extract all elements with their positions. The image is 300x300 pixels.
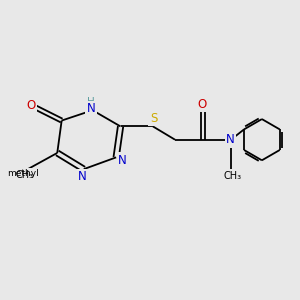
Text: O: O (26, 99, 35, 112)
Text: O: O (197, 98, 206, 111)
Text: H: H (87, 97, 95, 107)
Text: N: N (226, 133, 235, 146)
Text: CH₃: CH₃ (16, 170, 34, 180)
Text: S: S (150, 112, 157, 125)
Text: N: N (87, 102, 95, 115)
Text: N: N (118, 154, 127, 167)
Text: methyl: methyl (8, 169, 39, 178)
Text: N: N (78, 170, 87, 183)
Text: CH₃: CH₃ (224, 171, 242, 181)
